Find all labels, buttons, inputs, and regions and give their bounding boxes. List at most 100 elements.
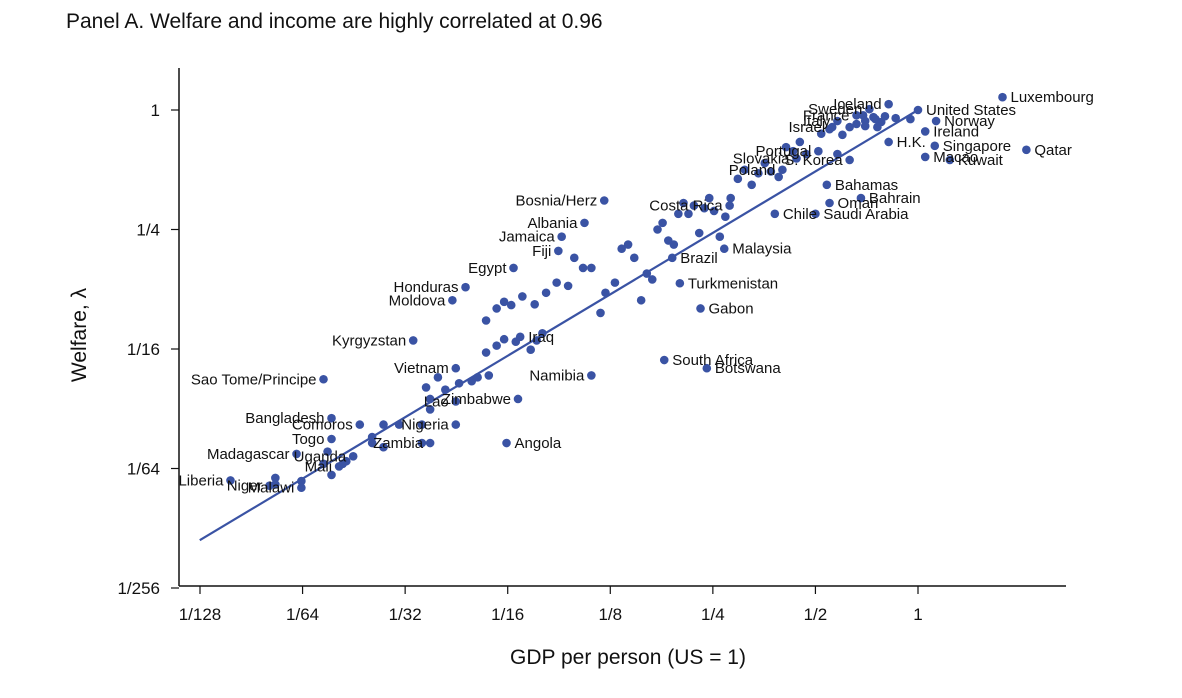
data-point [860, 121, 870, 131]
data-point [760, 158, 770, 168]
point-label: Ireland [933, 123, 979, 140]
data-point [367, 438, 377, 448]
point-label: Poland [729, 162, 776, 179]
data-point [319, 459, 328, 469]
data-point [636, 295, 646, 305]
point-label: Bosnia/Herz [516, 192, 598, 209]
point-label: Iraq [528, 329, 554, 346]
x-tick-label: 1 [913, 605, 922, 624]
data-point [679, 198, 688, 208]
data-point [538, 328, 547, 338]
data-point [801, 149, 811, 159]
point-label: Singapore [943, 138, 1011, 155]
point-label: Bahrain [869, 190, 921, 207]
data-point [833, 149, 842, 159]
data-point-oman [825, 198, 834, 208]
point-label: Egypt [468, 260, 507, 277]
data-point-albania [580, 218, 589, 228]
point-label: Fiji [532, 243, 551, 260]
data-point [425, 405, 435, 414]
data-point [694, 228, 704, 238]
data-point [653, 225, 662, 234]
point-label: Vietnam [394, 360, 449, 377]
point-label: Norway [944, 113, 995, 130]
data-point-turkmenistan [675, 278, 685, 288]
data-point [271, 473, 280, 483]
point-label: France [803, 107, 850, 124]
data-point-brazil [667, 253, 677, 263]
data-point-egypt [509, 263, 518, 273]
point-label: S. Korea [784, 152, 843, 169]
x-tick-label: 1/4 [701, 605, 725, 624]
data-point-macao [920, 152, 930, 162]
point-label: Qatar [1034, 142, 1072, 159]
data-point-namibia [587, 371, 596, 380]
data-point [492, 341, 501, 350]
point-label: Portugal [755, 143, 811, 160]
data-point-poland [778, 165, 787, 175]
point-labels-group: Luxembourg Iceland United States SwedenFran… [178, 89, 1093, 497]
data-point [740, 165, 749, 175]
data-point [733, 174, 743, 184]
point-label: Malawi [248, 480, 295, 497]
point-label: Angola [515, 435, 562, 452]
data-point-costa-rica [725, 201, 734, 210]
data-point [601, 288, 610, 298]
data-point [871, 114, 880, 124]
data-point-liberia [226, 476, 235, 485]
x-tick-label: 1/128 [179, 605, 222, 624]
data-point [499, 334, 509, 344]
point-label: Costa Rica [649, 198, 723, 215]
data-point [689, 201, 699, 210]
points-group [226, 92, 1031, 493]
data-point-s-korea [845, 155, 854, 165]
point-label: United States [926, 102, 1016, 119]
data-point [569, 253, 579, 263]
point-label: Italy [803, 113, 831, 130]
y-tick-label: 1/256 [117, 579, 160, 598]
data-point [441, 385, 450, 394]
data-point-uganda [348, 452, 358, 461]
data-point-united-states [913, 105, 923, 115]
data-point-israel [827, 122, 837, 132]
data-point-sweden [865, 104, 874, 114]
data-point-bahamas [822, 180, 832, 190]
point-label: Israel [789, 119, 826, 136]
data-point [379, 420, 388, 429]
data-point [766, 167, 776, 176]
data-point-h-k- [884, 137, 893, 147]
data-point [709, 206, 719, 216]
data-point [473, 373, 482, 382]
data-point [417, 438, 427, 448]
data-point [323, 447, 332, 456]
data-point [552, 278, 561, 287]
data-point [421, 383, 431, 392]
data-point-lao [451, 397, 461, 406]
data-point-moldova [448, 295, 457, 305]
y-tick-label: 1/16 [127, 340, 160, 359]
data-point-italy [833, 116, 842, 126]
data-point [873, 122, 882, 132]
data-point-bosnia-herz [599, 196, 609, 205]
data-point [518, 292, 527, 301]
data-point-bangladesh [327, 413, 336, 423]
x-tick-label: 1/8 [598, 605, 622, 624]
data-point-sao-tome-principe [319, 374, 328, 384]
data-point-niger [265, 481, 274, 490]
data-point [454, 378, 464, 388]
y-tick-label: 1 [151, 101, 160, 120]
data-point [669, 240, 679, 249]
data-point-zambia [425, 438, 435, 448]
point-label: Slovakia [733, 150, 790, 167]
point-label: Niger [227, 478, 263, 495]
data-point-malawi [297, 483, 306, 493]
data-point-honduras [461, 282, 470, 292]
point-label: H.K. [897, 134, 926, 151]
data-point [858, 111, 868, 120]
point-label: Kuwait [958, 152, 1004, 169]
data-point [532, 336, 541, 345]
data-point-france [852, 111, 861, 120]
data-point [795, 137, 805, 147]
point-label: Sao Tome/Principe [191, 371, 317, 388]
